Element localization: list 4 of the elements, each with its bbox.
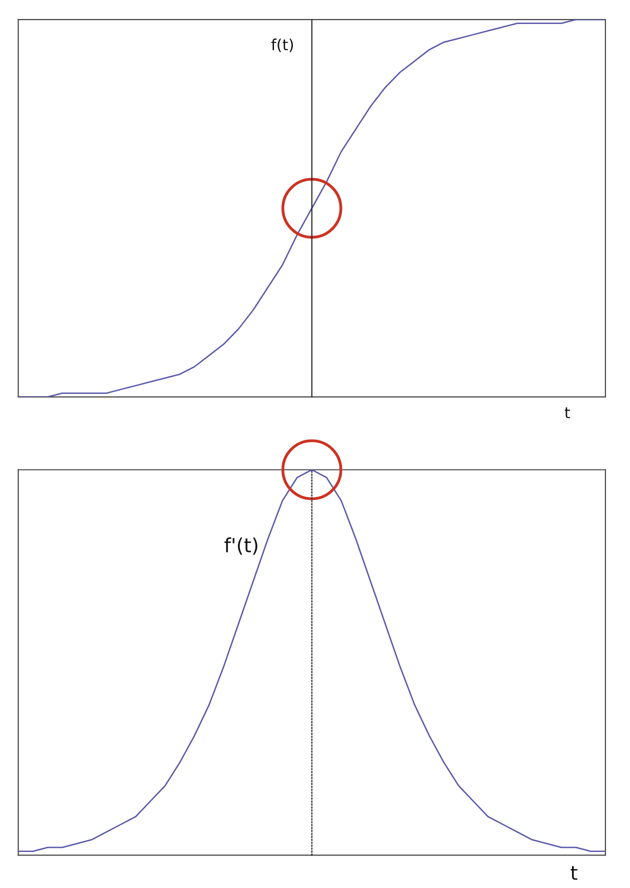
annotation: f(t) bbox=[271, 38, 293, 52]
text: t bbox=[564, 407, 570, 418]
annotation: f'(t) bbox=[224, 537, 258, 555]
text: t bbox=[570, 866, 578, 880]
